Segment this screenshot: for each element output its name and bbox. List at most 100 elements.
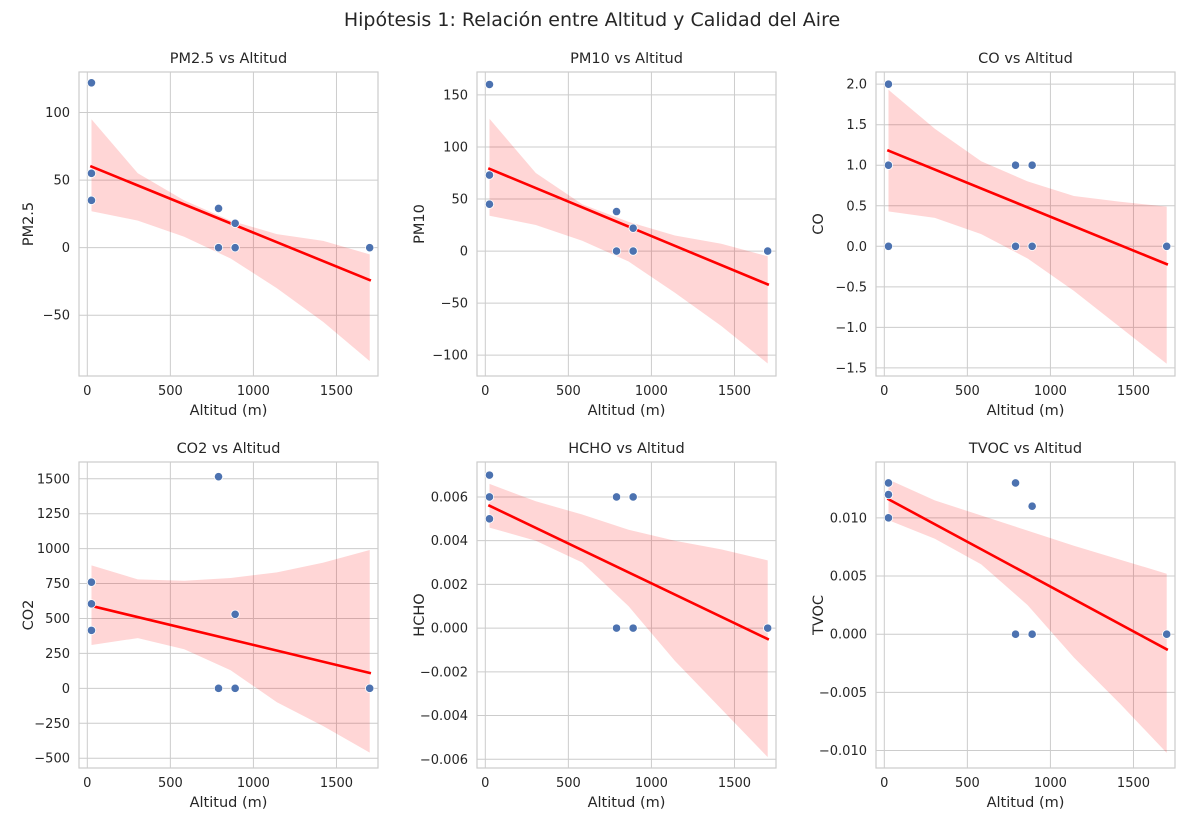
- y-tick-label: −0.006: [420, 753, 468, 768]
- y-tick-label: 0.000: [431, 622, 468, 637]
- confidence-band: [489, 483, 768, 758]
- data-point: [1027, 241, 1037, 251]
- y-tick-label: 2.0: [846, 78, 867, 93]
- y-tick-label: 0.006: [431, 490, 468, 505]
- data-point: [365, 243, 375, 253]
- data-point: [1010, 478, 1021, 488]
- data-point: [883, 513, 894, 523]
- data-point: [1027, 160, 1037, 170]
- x-tick-label: 0: [481, 776, 489, 791]
- y-tick-label: 1250: [37, 507, 70, 522]
- data-point: [1010, 160, 1021, 170]
- y-tick-label: 1500: [37, 472, 70, 487]
- y-tick-label: 500: [45, 612, 70, 627]
- y-tick-label: 50: [53, 174, 70, 189]
- y-tick-label: 0: [62, 241, 70, 256]
- plot-area: [875, 71, 1176, 377]
- x-tick-label: 500: [955, 776, 980, 791]
- x-tick-label: 0: [83, 384, 91, 399]
- data-point: [86, 625, 97, 635]
- data-point: [86, 577, 97, 587]
- y-axis-label: CO2: [21, 600, 37, 631]
- y-tick-label: 250: [45, 647, 70, 662]
- x-tick-label: 500: [158, 384, 183, 399]
- data-point: [484, 492, 495, 502]
- data-point: [883, 241, 894, 251]
- x-tick-label: 1500: [718, 384, 751, 399]
- y-tick-label: −0.005: [819, 686, 867, 701]
- y-tick-label: −50: [441, 297, 468, 312]
- x-tick-label: 1500: [718, 776, 751, 791]
- data-point: [213, 472, 224, 482]
- x-tick-label: 1500: [320, 776, 353, 791]
- data-point: [1010, 241, 1021, 251]
- x-tick-label: 500: [158, 776, 183, 791]
- regression-line: [886, 497, 1169, 652]
- y-tick-label: 100: [443, 140, 468, 155]
- y-tick-label: 0.005: [830, 570, 867, 585]
- data-point: [611, 623, 622, 633]
- y-axis-label: PM10: [412, 204, 428, 244]
- y-tick-label: 0: [62, 682, 70, 697]
- y-tick-label: −500: [34, 752, 70, 767]
- y-tick-label: 100: [45, 106, 70, 121]
- plot-area: [476, 461, 777, 769]
- confidence-band: [888, 89, 1167, 364]
- y-tick-label: 0.002: [431, 578, 468, 593]
- confidence-band: [91, 119, 370, 362]
- x-tick-label: 1000: [237, 384, 270, 399]
- y-tick-label: −0.004: [420, 709, 468, 724]
- x-tick-label: 1000: [635, 384, 668, 399]
- regression-line: [487, 167, 770, 287]
- data-point: [230, 243, 240, 253]
- y-tick-label: 1.0: [846, 159, 867, 174]
- y-tick-label: −0.5: [835, 280, 867, 295]
- subplot-title: TVOC vs Altitud: [968, 441, 1082, 457]
- plot-area: [78, 71, 379, 377]
- y-tick-label: 50: [451, 193, 468, 208]
- y-tick-label: −1.5: [835, 361, 867, 376]
- x-tick-label: 500: [556, 776, 581, 791]
- data-point: [484, 199, 495, 209]
- y-tick-label: 750: [45, 577, 70, 592]
- subplot: 0 500 1000 1500 −100 −50 0 50 100 150 PM10 vs Alti…: [412, 51, 777, 419]
- data-point: [484, 470, 495, 480]
- y-tick-label: 0.0: [846, 240, 867, 255]
- subplot-title: PM2.5 vs Altitud: [170, 51, 287, 67]
- subplot: 0 500 1000 1500 −500 −250 0 250 500 750 1000 1250 15…: [21, 441, 379, 811]
- x-tick-label: 500: [955, 384, 980, 399]
- y-tick-label: 150: [443, 88, 468, 103]
- data-point: [763, 246, 773, 256]
- data-point: [1027, 501, 1037, 511]
- data-point: [484, 170, 495, 180]
- data-point: [86, 168, 97, 178]
- data-point: [230, 609, 240, 619]
- data-point: [628, 246, 638, 256]
- y-tick-label: 0: [460, 245, 468, 260]
- data-point: [628, 492, 638, 502]
- data-point: [484, 79, 495, 90]
- data-point: [1027, 629, 1037, 639]
- y-tick-label: −250: [34, 717, 70, 732]
- plot-area: [875, 461, 1176, 769]
- y-tick-label: 0.004: [431, 534, 468, 549]
- regression-line: [886, 148, 1169, 266]
- confidence-band: [91, 550, 370, 753]
- data-point: [611, 206, 622, 217]
- x-axis-label: Altitud (m): [190, 403, 268, 419]
- x-tick-label: 0: [83, 776, 91, 791]
- x-tick-label: 1500: [1117, 776, 1150, 791]
- data-point: [484, 514, 495, 524]
- subplot-title: HCHO vs Altitud: [568, 441, 684, 457]
- data-point: [1162, 241, 1172, 251]
- x-tick-label: 0: [481, 384, 489, 399]
- regression-line: [89, 604, 372, 675]
- data-point: [213, 203, 224, 214]
- x-tick-label: 1000: [635, 776, 668, 791]
- data-point: [86, 195, 97, 205]
- plot-area: [476, 71, 777, 377]
- y-axis-label: CO: [811, 213, 827, 235]
- subplot-title: CO vs Altitud: [978, 51, 1073, 67]
- x-tick-label: 0: [880, 384, 888, 399]
